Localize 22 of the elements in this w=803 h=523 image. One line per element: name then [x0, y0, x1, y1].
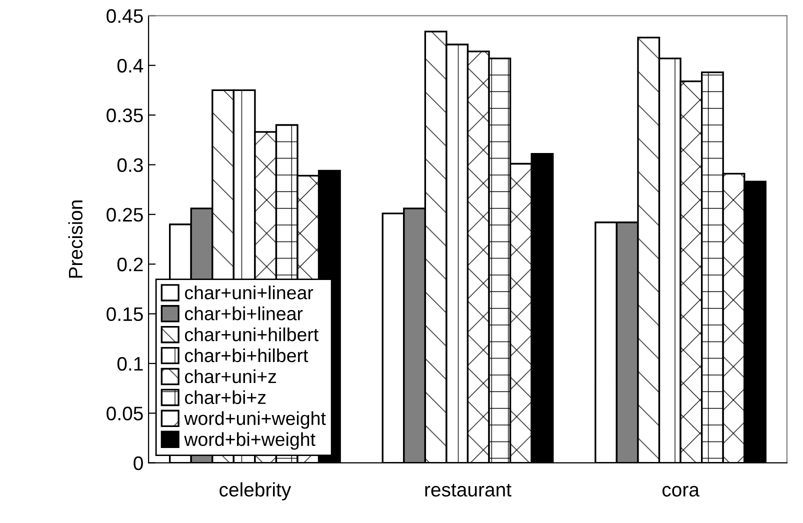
legend-label: char+uni+hilbert [184, 327, 319, 342]
y-tick-label: 0.15 [106, 307, 143, 322]
y-tick-label: 0.3 [117, 158, 143, 172]
x-tick-label: cora [662, 486, 700, 497]
y-tick-label: 0.05 [106, 406, 143, 420]
legend-label: char+bi+hilbert [184, 348, 308, 362]
y-tick-label: 0.25 [106, 208, 143, 222]
y-tick-label: 0.35 [106, 108, 143, 122]
legend-label: word+uni+weight [184, 411, 326, 429]
legend-label: char+bi+z [184, 390, 266, 404]
y-tick-label: 0.4 [117, 58, 144, 73]
x-tick-label: celebrity [220, 482, 292, 500]
y-tick-label: 0.2 [117, 258, 143, 272]
legend-label: char+uni+linear [184, 286, 314, 300]
legend-label: char+bi+linear [184, 306, 303, 320]
y-axis-title: Precision [68, 200, 83, 278]
x-tick-label: restaurant [425, 484, 512, 497]
legend-label: word+bi+weight [184, 432, 316, 450]
y-tick-label: 0 [134, 456, 143, 470]
legend-label: char+uni+z [184, 369, 276, 384]
y-tick-label: 0.45 [106, 9, 143, 23]
y-tick-label: 0.1 [117, 356, 143, 371]
